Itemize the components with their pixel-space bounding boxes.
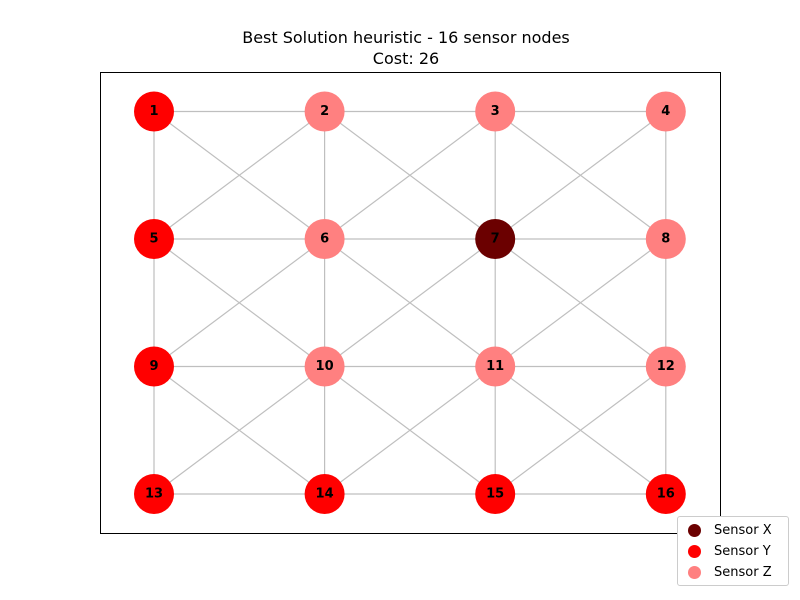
node-circle-16	[645, 474, 686, 514]
legend-item-sensor-z: Sensor Z	[688, 562, 772, 582]
node-6: 6	[304, 219, 345, 259]
chart-title: Best Solution heuristic - 16 sensor node…	[0, 27, 800, 69]
plot-frame	[100, 72, 721, 534]
node-circle-2	[304, 91, 345, 132]
edge-3-6	[324, 111, 496, 240]
legend-item-sensor-x: Sensor X	[688, 520, 772, 540]
node-2: 2	[304, 91, 345, 132]
node-circle-8	[645, 219, 686, 259]
node-circle-10	[304, 346, 345, 387]
node-label-15: 15	[486, 487, 504, 502]
node-label-11: 11	[486, 359, 504, 374]
node-12: 12	[645, 346, 686, 387]
node-1: 1	[134, 91, 174, 132]
legend-marker-sensor-y	[688, 544, 701, 558]
node-label-2: 2	[320, 104, 329, 119]
node-circle-7	[475, 219, 516, 259]
legend-item-sensor-y: Sensor Y	[688, 541, 771, 561]
edges-layer	[153, 110, 667, 495]
legend-label-sensor-y: Sensor Y	[714, 543, 771, 559]
node-circle-3	[475, 91, 516, 132]
legend-label-sensor-x: Sensor X	[714, 522, 772, 538]
node-circle-1	[134, 91, 174, 132]
node-label-12: 12	[657, 359, 675, 374]
node-label-10: 10	[316, 359, 334, 374]
edge-12-15	[494, 366, 667, 495]
node-label-6: 6	[320, 232, 329, 247]
node-label-4: 4	[661, 104, 670, 119]
node-3: 3	[475, 91, 516, 132]
node-circle-5	[134, 219, 174, 259]
edge-11-14	[324, 366, 496, 495]
legend-label-sensor-z: Sensor Z	[714, 564, 772, 580]
edge-7-10	[324, 238, 496, 367]
edge-10-13	[153, 366, 325, 495]
node-label-8: 8	[661, 232, 670, 247]
legend-marker-sensor-x	[688, 523, 701, 537]
edge-4-7	[494, 111, 667, 240]
node-circle-11	[475, 346, 516, 387]
node-4: 4	[645, 91, 686, 132]
title-line-2: Cost: 26	[372, 49, 440, 68]
node-circle-13	[134, 474, 174, 514]
title-line-1: Best Solution heuristic - 16 sensor node…	[242, 28, 570, 47]
node-label-7: 7	[491, 232, 500, 247]
node-5: 5	[134, 219, 174, 259]
node-label-3: 3	[491, 104, 500, 119]
node-label-1: 1	[149, 104, 158, 119]
node-label-16: 16	[657, 487, 675, 502]
node-14: 14	[304, 474, 345, 514]
node-16: 16	[645, 474, 686, 514]
node-15: 15	[475, 474, 516, 514]
node-8: 8	[645, 219, 686, 259]
node-label-9: 9	[149, 359, 158, 374]
node-circle-6	[304, 219, 345, 259]
node-circle-15	[475, 474, 516, 514]
node-label-13: 13	[145, 487, 163, 502]
node-11: 11	[475, 346, 516, 387]
node-label-14: 14	[316, 487, 334, 502]
node-circle-4	[645, 91, 686, 132]
node-9: 9	[134, 346, 174, 387]
edge-8-11	[494, 238, 667, 367]
node-13: 13	[134, 474, 174, 514]
node-label-5: 5	[149, 232, 158, 247]
edge-2-5	[153, 111, 325, 240]
edge-6-9	[153, 238, 325, 367]
node-circle-14	[304, 474, 345, 514]
node-7: 7	[475, 219, 516, 259]
legend: Sensor X Sensor Y Sensor Z	[677, 516, 789, 586]
node-10: 10	[304, 346, 345, 387]
node-circle-9	[134, 346, 174, 387]
legend-marker-sensor-z	[688, 565, 701, 579]
node-circle-12	[645, 346, 686, 387]
